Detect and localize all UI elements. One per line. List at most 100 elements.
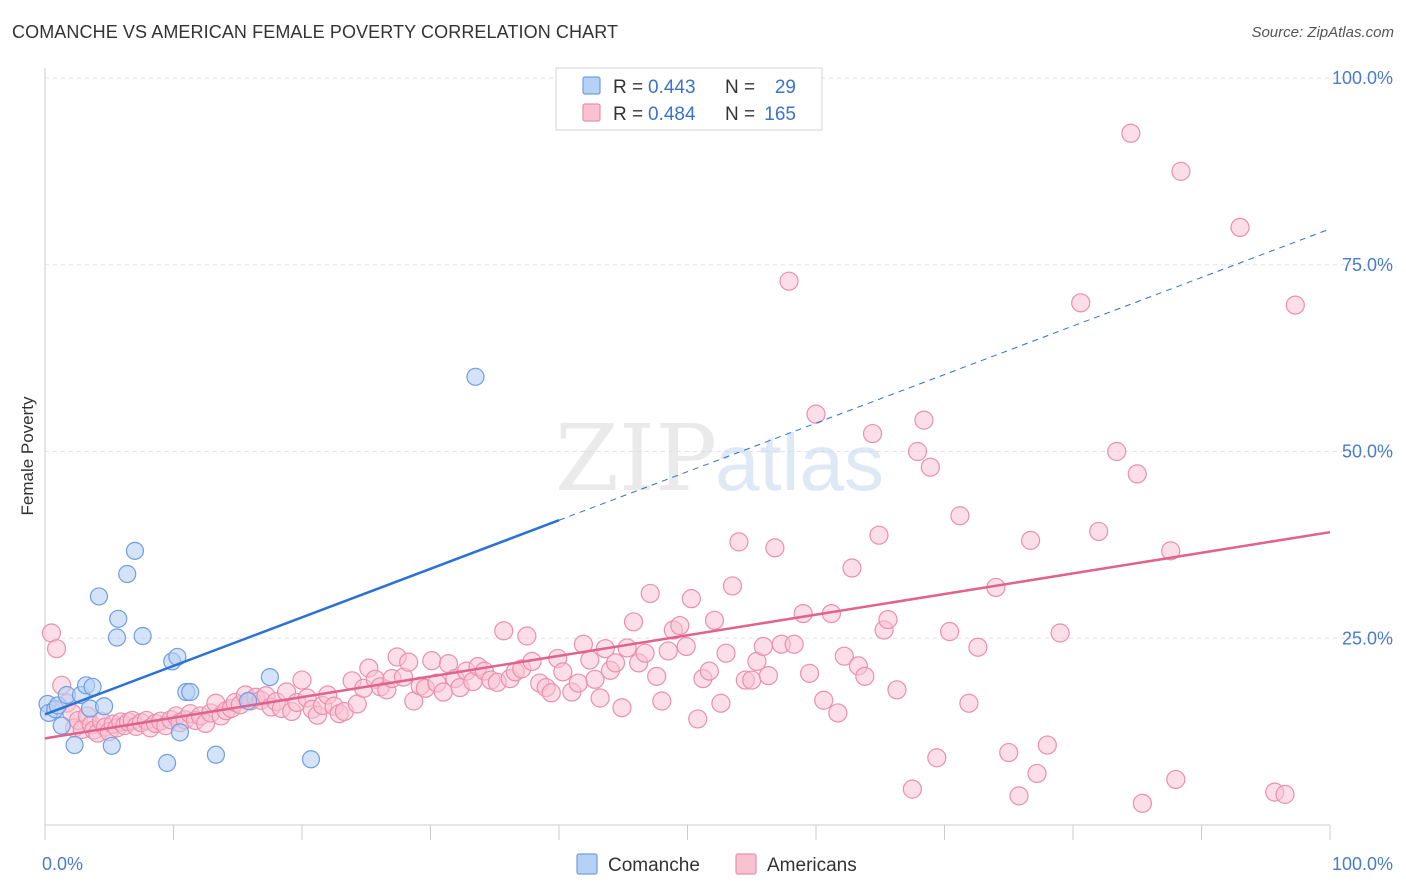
comanche-point	[466, 367, 485, 386]
legend-r-label: R =	[613, 104, 643, 125]
americans-point	[940, 621, 960, 642]
watermark-zip: ZIP	[555, 405, 717, 512]
americans-point	[623, 612, 644, 632]
americans-point	[647, 666, 667, 686]
legend-swatch-comanche	[576, 853, 598, 875]
stats-legend: R = 0.443 N = 29 R = 0.484 N = 165	[555, 67, 823, 131]
americans-point	[1009, 786, 1029, 806]
legend-label-comanche: Comanche	[608, 855, 700, 876]
y-axis-label: Female Poverty	[18, 396, 37, 516]
americans-point	[635, 643, 655, 663]
americans-point	[968, 637, 988, 657]
americans-point	[799, 663, 820, 683]
americans-point	[612, 698, 632, 718]
americans-point	[590, 688, 610, 708]
comanche-trendline	[44, 519, 560, 716]
americans-point	[758, 665, 779, 686]
americans-point	[869, 525, 889, 545]
legend-label-americans: Americans	[767, 855, 857, 876]
y-tick-label: 75.0%	[1342, 255, 1393, 275]
americans-point	[742, 670, 762, 690]
y-tick-label: 100.0%	[1332, 68, 1393, 88]
americans-point	[292, 670, 312, 690]
americans-point	[1166, 769, 1186, 790]
x-tick-label: 100.0%	[1332, 854, 1393, 874]
americans-point	[494, 621, 514, 641]
legend-swatch-comanche	[582, 76, 601, 95]
americans-point	[1121, 123, 1141, 143]
americans-point	[1275, 784, 1295, 804]
americans-point	[1132, 793, 1152, 813]
americans-point	[580, 650, 600, 670]
y-tick-labels: 25.0% 50.0% 75.0% 100.0%	[1332, 68, 1393, 648]
comanche-point	[118, 564, 137, 584]
comanche-points	[38, 367, 485, 773]
legend-n-value: 29	[775, 77, 796, 98]
series-legend: Comanche Americans	[576, 853, 857, 876]
americans-point	[1050, 623, 1070, 643]
americans-point	[784, 634, 804, 654]
americans-trendline	[44, 530, 1331, 740]
americans-point	[999, 742, 1019, 763]
x-tick-label: 0.0%	[42, 854, 83, 874]
americans-point	[670, 615, 690, 636]
americans-point	[1037, 735, 1057, 755]
comanche-point	[181, 682, 200, 702]
americans-point	[907, 441, 928, 462]
americans-point	[399, 652, 419, 672]
comanche-point	[52, 716, 71, 735]
legend-n-label: N =	[725, 104, 755, 125]
americans-point	[704, 610, 725, 630]
americans-point	[765, 538, 785, 558]
comanche-point	[157, 753, 177, 773]
americans-point	[1027, 763, 1047, 784]
comanche-point	[206, 745, 226, 764]
americans-point	[1161, 541, 1181, 561]
comanche-point	[170, 723, 190, 742]
americans-point	[1020, 530, 1041, 550]
americans-point	[568, 673, 588, 693]
americans-point	[793, 603, 813, 624]
americans-point	[887, 680, 907, 700]
americans-point	[862, 423, 883, 444]
americans-point	[652, 691, 672, 711]
americans-point	[950, 506, 970, 526]
comanche-trendline-extension	[558, 228, 1331, 521]
americans-point	[605, 653, 626, 673]
comanche-point	[65, 735, 84, 755]
legend-r-value: 0.484	[648, 104, 696, 125]
americans-point	[1071, 293, 1091, 313]
comanche-point	[95, 697, 114, 716]
americans-point	[46, 639, 67, 659]
americans-point	[753, 636, 773, 657]
americans-point	[828, 703, 848, 723]
americans-point	[699, 661, 719, 681]
americans-point	[422, 651, 442, 671]
trendlines	[44, 228, 1331, 740]
americans-point	[806, 404, 826, 424]
comanche-point	[133, 626, 152, 646]
americans-point	[1230, 217, 1250, 237]
comanche-point	[260, 667, 279, 687]
legend-swatch-americans	[735, 853, 757, 875]
americans-point	[688, 709, 708, 729]
americans-point	[658, 641, 678, 661]
comanche-point	[125, 541, 145, 560]
americans-point	[855, 666, 875, 686]
americans-point	[920, 457, 940, 477]
americans-point	[711, 693, 731, 713]
x-tick-labels: 0.0% 100.0%	[42, 854, 1393, 874]
legend-swatch-americans	[582, 103, 601, 122]
chart-title: COMANCHE VS AMERICAN FEMALE POVERTY CORR…	[12, 22, 619, 42]
watermark: ZIP atlas	[555, 405, 884, 512]
legend-n-value: 165	[764, 104, 796, 125]
americans-point	[676, 636, 696, 657]
americans-point	[1107, 441, 1127, 462]
americans-point	[681, 589, 701, 609]
comanche-point	[102, 736, 121, 755]
americans-point	[517, 626, 537, 646]
americans-point	[779, 271, 799, 291]
americans-point	[959, 693, 979, 713]
comanche-point	[109, 609, 128, 628]
americans-point	[814, 690, 834, 710]
